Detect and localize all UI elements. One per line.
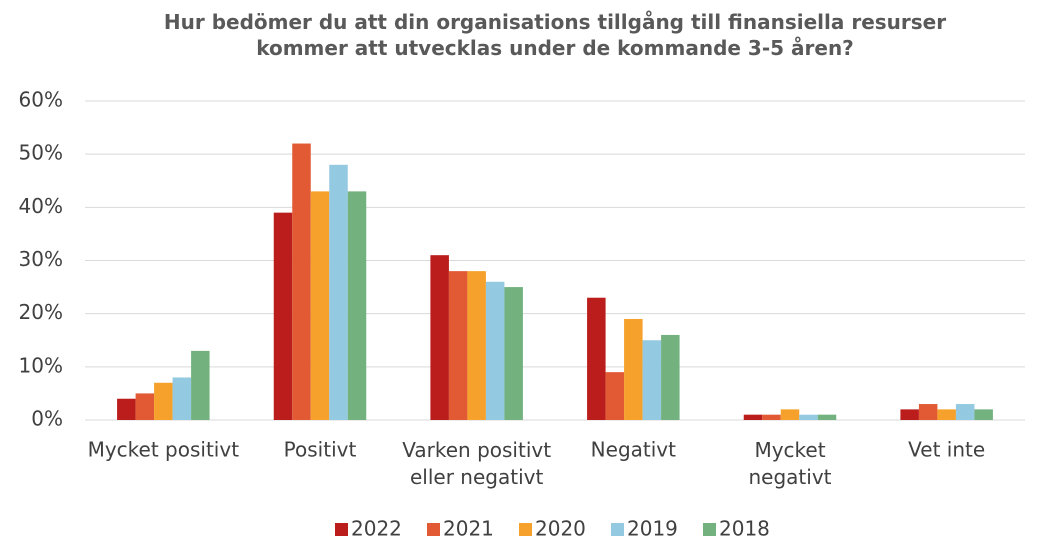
bar [587,297,606,420]
y-tick-label: 20% [19,300,63,324]
bar [135,393,155,420]
bar [485,281,505,420]
x-tick-label: Vet inte [908,438,985,462]
bar [661,334,680,420]
y-tick-label: 10% [19,353,63,377]
bar [430,255,449,420]
bar [117,398,136,420]
bar [900,409,919,420]
x-tick-label: Positivt [284,438,357,462]
bar [310,191,330,420]
bar [955,404,975,420]
y-tick-label: 60% [19,88,63,112]
legend-swatch [703,523,716,536]
bar [347,191,367,420]
bar [605,372,625,420]
bar [448,271,468,420]
bar [504,287,523,420]
bar [273,212,293,420]
legend-swatch [519,523,532,536]
bar [762,414,781,420]
bar [292,143,311,421]
x-tick-label: Negativt [591,438,676,462]
legend-swatch [427,523,440,536]
x-tick-label: Mycket negativt [748,438,831,489]
bar [799,414,818,420]
legend-label: 2021 [443,517,494,541]
legend-label: 2022 [351,517,402,541]
bar [467,271,486,420]
legend-label: 2020 [535,517,586,541]
legend-swatch [335,523,348,536]
bar [780,409,800,420]
bar [974,409,993,420]
legend-label: 2018 [719,517,770,541]
legend-label: 2019 [627,517,678,541]
bar [154,382,173,420]
y-tick-label: 50% [19,141,63,165]
x-tick-label: Mycket positivt [88,438,240,462]
y-tick-label: 40% [19,194,63,218]
bar [329,164,348,420]
chart-title: Hur bedömer du att din organisations til… [164,10,946,60]
bar [172,377,192,420]
bar [918,404,938,420]
y-tick-label: 0% [31,407,63,431]
bar [624,318,643,420]
bar [937,409,956,420]
legend-swatch [611,523,624,536]
bar [817,414,837,420]
x-tick-label: Varken positivt eller negativt [402,438,551,489]
bar [191,350,210,420]
bar [743,414,763,420]
bar [642,340,662,420]
y-tick-label: 30% [19,247,63,271]
